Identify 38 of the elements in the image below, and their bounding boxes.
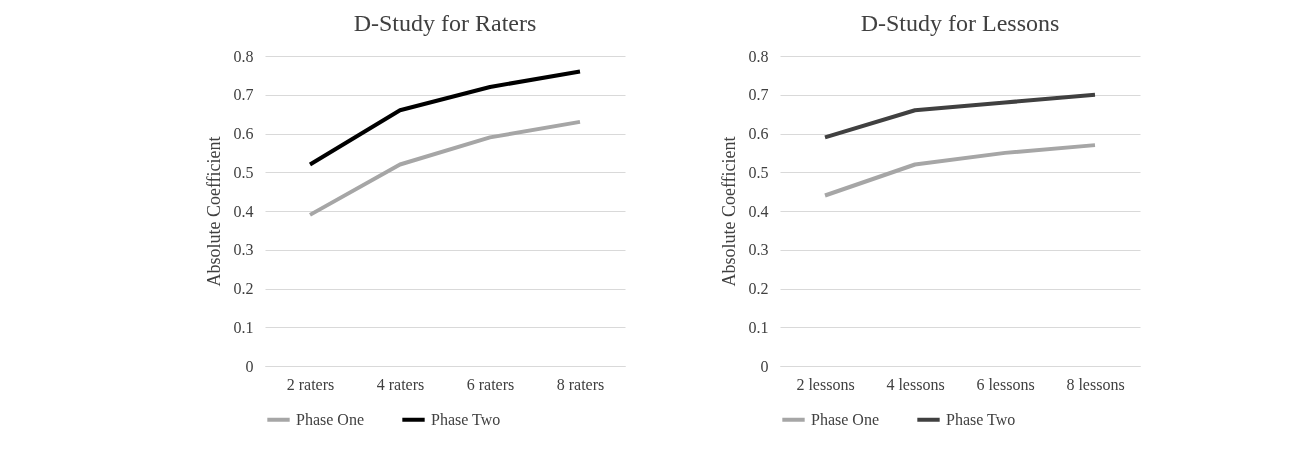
y-tick-label: 0.3	[748, 241, 769, 259]
line-series	[308, 119, 582, 217]
y-tick-label: 0.6	[748, 125, 769, 142]
x-tick-label: 6 raters	[466, 375, 515, 393]
y-tick-label: 0	[760, 357, 769, 375]
y-tick-label: 0.2	[233, 280, 254, 297]
y-tick-label: 0.7	[233, 86, 254, 104]
y-tick-label: 0.3	[233, 241, 254, 259]
y-tick-label: 0.5	[233, 163, 254, 181]
y-axis-title: Absolute Coefficient	[718, 136, 739, 287]
y-axis-title: Absolute Coefficient	[203, 136, 224, 287]
legend-label: Phase One	[296, 410, 364, 428]
y-tick-label: 0.8	[748, 47, 769, 65]
line-series	[823, 92, 1097, 140]
x-tick-label: 4 lessons	[886, 375, 945, 393]
x-tick-label: 8 lessons	[1066, 375, 1125, 393]
chart-title: D-Study for Lessons	[860, 10, 1060, 36]
x-tick-label: 2 lessons	[796, 375, 855, 393]
y-tick-label: 0.4	[748, 202, 769, 220]
y-tick-label: 0.1	[748, 318, 769, 336]
legend-label: Phase Two	[431, 410, 501, 428]
x-tick-label: 8 raters	[556, 375, 605, 393]
y-tick-label: 0.7	[748, 86, 769, 104]
y-tick-label: 0.5	[748, 163, 769, 181]
y-tick-label: 0.6	[233, 125, 254, 142]
x-tick-label: 2 raters	[286, 375, 335, 393]
y-tick-label: 0.8	[233, 47, 254, 65]
y-tick-label: 0	[245, 357, 254, 375]
line-series	[308, 69, 582, 167]
y-tick-label: 0.2	[748, 280, 769, 297]
legend-label: Phase Two	[946, 410, 1016, 428]
line-series	[823, 143, 1097, 198]
y-tick-label: 0.4	[233, 202, 254, 220]
legend-label: Phase One	[811, 410, 879, 428]
x-tick-label: 6 lessons	[976, 375, 1035, 393]
chart-title: D-Study for Raters	[353, 10, 537, 36]
x-tick-label: 4 raters	[376, 375, 425, 393]
y-tick-label: 0.1	[233, 318, 254, 336]
